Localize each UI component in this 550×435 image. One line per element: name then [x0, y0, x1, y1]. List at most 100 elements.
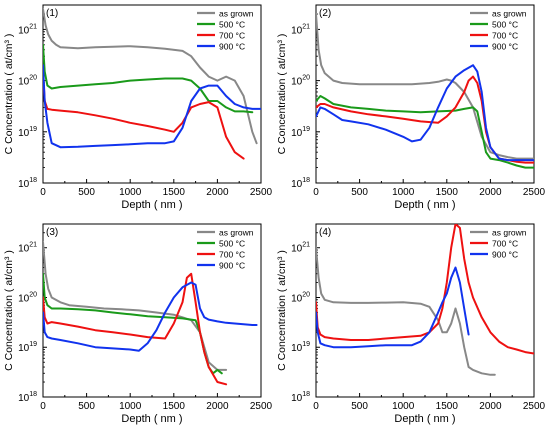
series-line	[316, 266, 470, 349]
x-tick-label: 1500	[436, 187, 459, 198]
x-axis-label: Depth ( nm )	[121, 199, 182, 211]
series-line	[316, 224, 534, 355]
legend-entry: as grown	[492, 228, 527, 238]
y-tick-label: 1020	[291, 75, 310, 88]
y-tick-label: 1020	[18, 291, 37, 304]
y-tick-exp: 19	[302, 126, 310, 133]
y-tick-exp: 21	[302, 23, 310, 30]
y-axis-label: C Concentration ( at/cm³ )	[276, 34, 288, 155]
legend-entry: 900 °C	[492, 42, 518, 52]
y-tick-label: 1018	[291, 177, 310, 190]
legend-entry: 700 °C	[219, 31, 245, 41]
y-tick-exp: 19	[29, 126, 37, 133]
chart-panel-4: 0 500 1000 1500 2000 25001018101910201021Dept…	[276, 223, 546, 425]
y-tick-base: 10	[291, 393, 303, 404]
x-tick-label: 500	[78, 401, 95, 412]
y-tick-label: 1020	[291, 291, 310, 304]
x-axis-label: Depth ( nm )	[394, 199, 455, 211]
x-tick-label: 2500	[523, 187, 546, 198]
x-tick-label: 1000	[392, 187, 415, 198]
x-tick-label: 0	[40, 187, 46, 198]
series-line	[316, 246, 496, 376]
y-tick-exp: 19	[29, 341, 37, 348]
y-tick-base: 10	[18, 77, 30, 88]
y-tick-label: 1018	[18, 391, 37, 404]
x-tick-label: 500	[78, 187, 95, 198]
y-tick-label: 1021	[291, 23, 310, 36]
y-tick-base: 10	[18, 128, 30, 139]
series-line	[316, 64, 534, 162]
chart-panel-1: 0 500 1000 1500 2000 25001018101910201021Dept…	[3, 4, 273, 211]
y-tick-exp: 18	[302, 177, 310, 184]
y-tick-label: 1019	[18, 341, 37, 354]
x-tick-label: 0	[313, 187, 319, 198]
y-tick-exp: 21	[302, 242, 310, 249]
series-line	[316, 75, 534, 164]
x-axis-label: Depth ( nm )	[394, 413, 455, 425]
y-tick-exp: 18	[29, 391, 37, 398]
x-tick-label: 1500	[163, 187, 186, 198]
panel-label: (4)	[319, 227, 331, 238]
x-tick-label: 1000	[119, 401, 142, 412]
y-tick-base: 10	[291, 128, 303, 139]
series-line	[43, 241, 228, 371]
legend-entry: 900 °C	[219, 42, 245, 52]
y-tick-base: 10	[18, 244, 30, 255]
x-axis-label: Depth ( nm )	[121, 413, 182, 425]
chart-panel-3: 0 500 1000 1500 2000 25001018101910201021Dept…	[3, 223, 273, 425]
panel-label: (1)	[46, 8, 58, 19]
y-tick-exp: 18	[29, 177, 37, 184]
y-tick-exp: 20	[29, 291, 37, 298]
y-tick-label: 1020	[18, 75, 37, 88]
x-tick-label: 2000	[206, 187, 229, 198]
y-tick-base: 10	[18, 179, 30, 190]
series-group	[316, 13, 534, 169]
y-tick-exp: 20	[302, 75, 310, 82]
y-tick-base: 10	[291, 293, 303, 304]
y-tick-label: 1018	[291, 391, 310, 404]
y-axis-label: C Concentration ( at/cm³ )	[3, 250, 15, 371]
legend-entry: as grown	[219, 228, 254, 238]
y-tick-base: 10	[291, 179, 303, 190]
y-tick-label: 1019	[291, 126, 310, 139]
series-group	[43, 241, 258, 386]
x-tick-label: 500	[351, 187, 368, 198]
series-line	[316, 13, 534, 160]
legend-entry: as grown	[492, 9, 527, 19]
y-tick-exp: 21	[29, 23, 37, 30]
y-tick-base: 10	[18, 343, 30, 354]
series-line	[43, 272, 223, 375]
x-tick-label: 1000	[392, 401, 415, 412]
series-line	[43, 8, 258, 145]
x-tick-label: 1000	[119, 187, 142, 198]
series-line	[43, 70, 245, 160]
series-line	[43, 272, 228, 386]
x-tick-label: 1500	[436, 401, 459, 412]
y-tick-base: 10	[291, 77, 303, 88]
x-tick-label: 2500	[250, 187, 273, 198]
x-tick-label: 0	[313, 401, 319, 412]
legend-entry: 500 °C	[492, 20, 518, 30]
y-tick-base: 10	[18, 293, 30, 304]
y-tick-base: 10	[291, 343, 303, 354]
legend-entry: 700 °C	[492, 31, 518, 41]
y-tick-label: 1021	[291, 242, 310, 255]
y-tick-base: 10	[291, 25, 303, 36]
y-tick-exp: 19	[302, 341, 310, 348]
legend-entry: 900 °C	[492, 250, 518, 260]
y-tick-exp: 20	[302, 291, 310, 298]
legend-entry: 900 °C	[219, 261, 245, 271]
y-tick-label: 1019	[291, 341, 310, 354]
y-tick-label: 1021	[18, 23, 37, 36]
x-tick-label: 2000	[206, 401, 229, 412]
x-tick-label: 500	[351, 401, 368, 412]
y-tick-label: 1021	[18, 242, 37, 255]
series-line	[316, 95, 534, 169]
y-tick-label: 1019	[18, 126, 37, 139]
y-tick-exp: 21	[29, 242, 37, 249]
x-tick-label: 2500	[523, 401, 546, 412]
y-tick-label: 1018	[18, 177, 37, 190]
y-tick-base: 10	[291, 244, 303, 255]
y-tick-exp: 20	[29, 75, 37, 82]
